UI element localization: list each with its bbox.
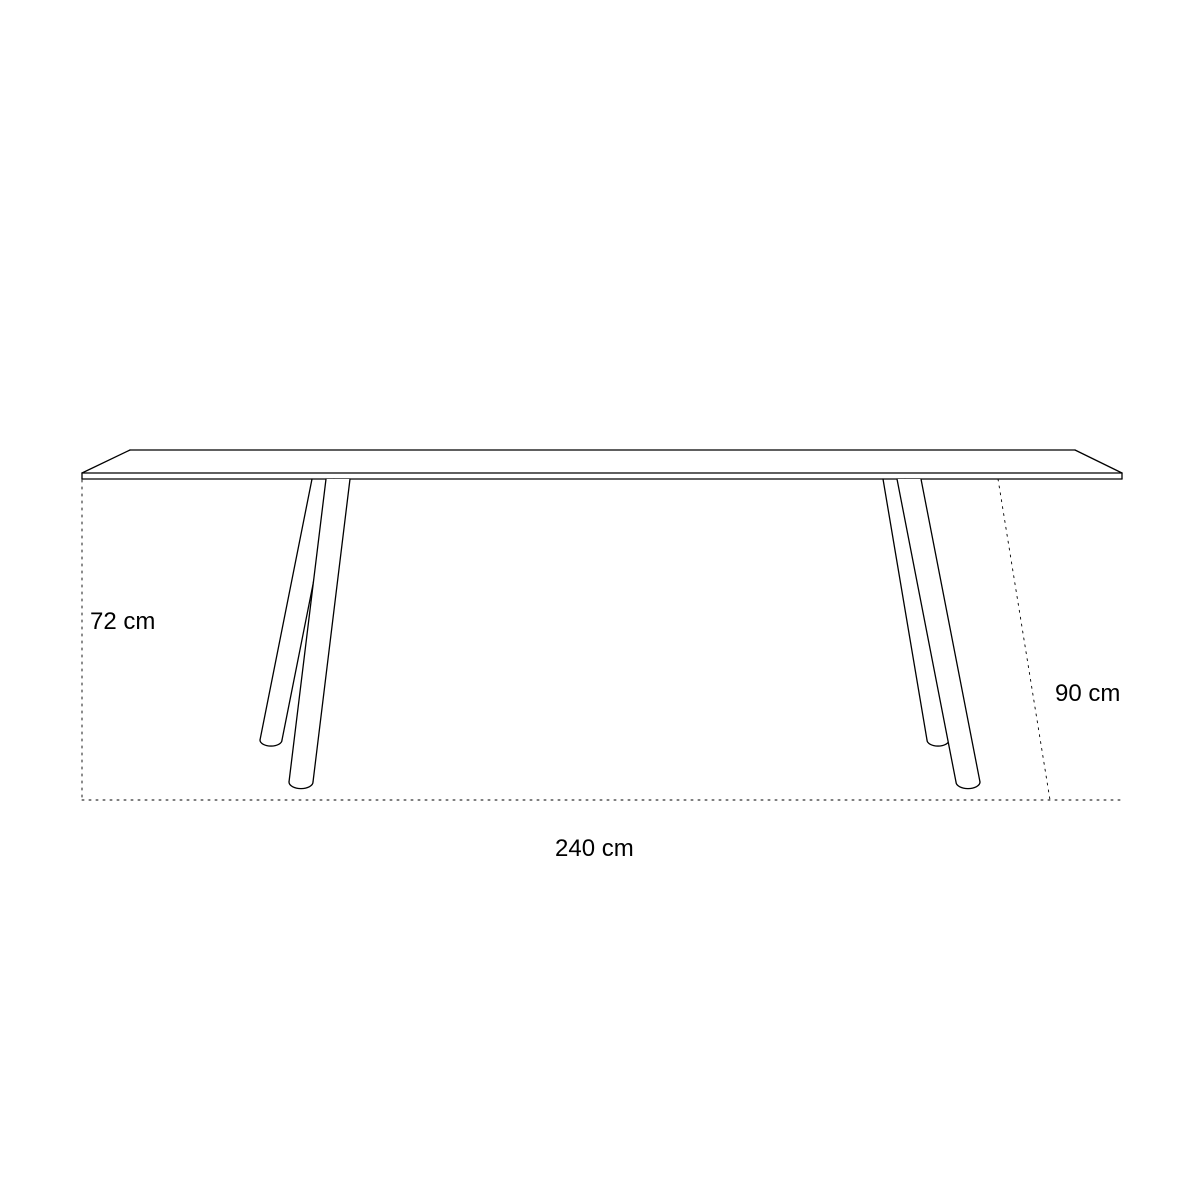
dimension-depth-label: 90 cm <box>1055 680 1120 708</box>
dimension-height-label: 72 cm <box>90 608 155 636</box>
dimension-width-label: 240 cm <box>555 835 634 863</box>
table-line-drawing <box>0 0 1200 1200</box>
dimension-drawing: 72 cm 90 cm 240 cm <box>0 0 1200 1200</box>
